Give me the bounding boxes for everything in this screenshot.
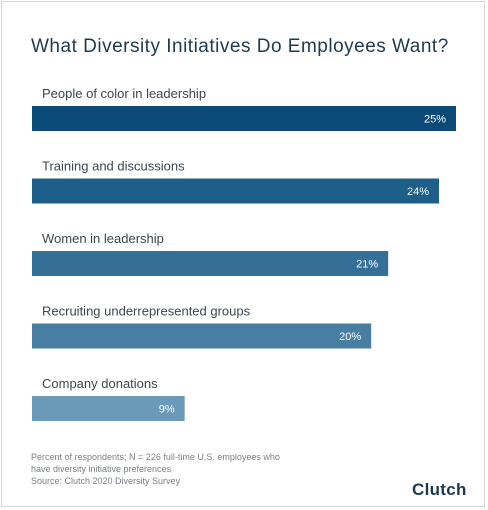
footnote-line-1: Percent of respondents; N = 226 full-tim… [31, 452, 280, 462]
footnote: Percent of respondents; N = 226 full-tim… [31, 451, 321, 487]
bar [32, 251, 389, 276]
bar [32, 396, 185, 421]
bar-value-label: 21% [356, 259, 378, 271]
bar-value-label: 20% [339, 331, 361, 343]
clutch-logo: Clutch [412, 480, 467, 500]
bar-chart: People of color in leadership 25% Training… [32, 86, 456, 421]
bar-value-label: 24% [407, 186, 429, 198]
bar [32, 106, 456, 131]
category-label: Recruiting underrepresented groups [42, 304, 251, 319]
category-label: Company donations [42, 376, 158, 391]
bar-value-label: 25% [424, 114, 446, 126]
footnote-line-2: have diversity initiative preferences [31, 464, 172, 474]
category-label: Training and discussions [42, 159, 185, 174]
chart-title: What Diversity Initiatives Do Employees … [31, 36, 449, 57]
bar [32, 178, 440, 204]
category-label: Women in leadership [42, 231, 164, 246]
bar [32, 323, 372, 349]
category-label: People of color in leadership [42, 86, 206, 101]
bar-value-label: 9% [159, 404, 175, 416]
logo-text: Clutch [412, 480, 467, 499]
footnote-source: Source: Clutch 2020 Diversity Survey [31, 476, 181, 486]
